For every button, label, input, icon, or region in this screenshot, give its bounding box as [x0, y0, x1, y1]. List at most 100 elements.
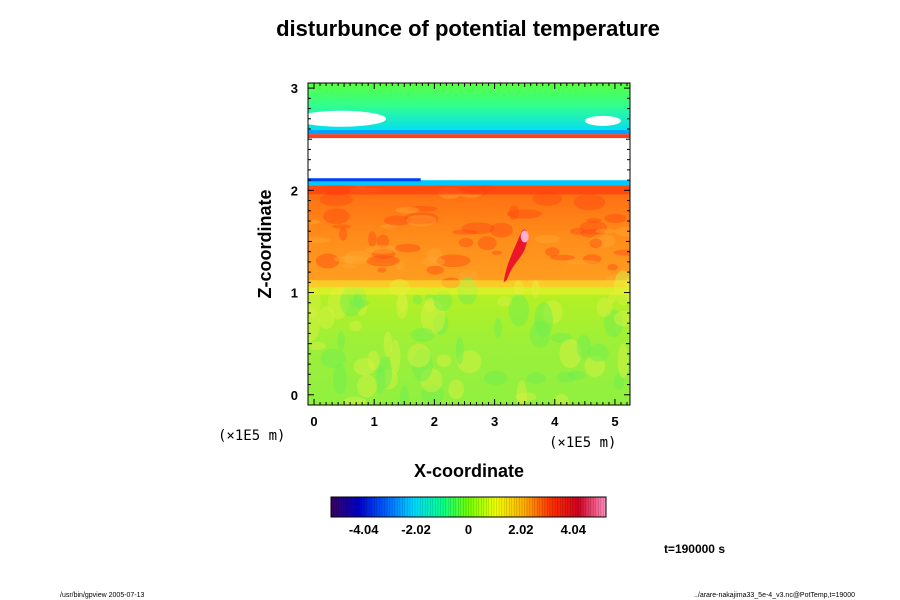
- texture-blob: [570, 227, 586, 235]
- x-tick-label: 1: [371, 414, 378, 429]
- texture-blob: [461, 222, 495, 235]
- middle-layer-region: [308, 185, 630, 288]
- texture-blob: [371, 248, 396, 259]
- upper-layer-region: [308, 83, 630, 135]
- texture-blob: [338, 227, 348, 241]
- texture-blob: [426, 247, 443, 264]
- texture-blob: [494, 317, 502, 339]
- texture-blob: [368, 231, 377, 247]
- x-tick-label: 0: [310, 414, 317, 429]
- texture-blob: [332, 224, 352, 229]
- texture-blob: [308, 219, 321, 225]
- texture-blob: [340, 264, 356, 269]
- texture-blob: [613, 310, 630, 327]
- lower-edge-strip: [308, 180, 630, 186]
- texture-blob: [580, 228, 606, 238]
- texture-blob: [383, 331, 393, 358]
- plot-frame: [307, 82, 631, 406]
- texture-blob: [489, 222, 513, 238]
- texture-blob: [497, 296, 513, 307]
- x-axis-title: X-coordinate: [414, 461, 524, 481]
- texture-blob: [332, 363, 347, 395]
- time-label: t=190000 s: [664, 542, 725, 556]
- texture-blob: [515, 392, 537, 402]
- y-unit-label: (×1E5 m): [218, 428, 285, 444]
- thermal-plume: [503, 229, 528, 283]
- plume-core: [520, 230, 529, 243]
- y-tick-label: 1: [291, 286, 298, 301]
- texture-blob: [550, 254, 575, 261]
- x-tick-label: 4: [551, 414, 559, 429]
- undefined-lens: [584, 115, 621, 126]
- texture-blob: [576, 334, 591, 359]
- texture-blob: [448, 379, 465, 400]
- colorbar-tick-label: -2.02: [401, 522, 431, 537]
- texture-blob: [315, 253, 340, 269]
- texture-blob: [308, 306, 320, 343]
- texture-blob: [582, 254, 602, 264]
- texture-blob: [349, 320, 362, 332]
- texture-blob: [491, 250, 503, 255]
- undefined-region: [308, 134, 630, 186]
- x-tick-label: 5: [611, 414, 618, 429]
- texture-blob: [394, 260, 405, 271]
- texture-blob: [405, 214, 437, 227]
- texture-blob: [614, 227, 630, 237]
- footer-left-text: /usr/bin/gpview 2005-07-13: [60, 592, 145, 599]
- texture-blob: [394, 243, 421, 253]
- x-unit-label: (×1E5 m): [549, 435, 616, 451]
- texture-blob: [607, 264, 618, 271]
- texture-blob: [411, 327, 435, 342]
- texture-blob: [344, 250, 371, 265]
- texture-blob: [356, 374, 378, 398]
- texture-blob: [483, 370, 508, 386]
- texture-blob: [532, 191, 562, 206]
- texture-blob: [423, 257, 446, 267]
- texture-blob: [617, 343, 629, 378]
- texture-blob: [389, 339, 401, 375]
- texture-blob: [595, 228, 616, 234]
- texture-blob: [412, 294, 423, 305]
- chart-title: disturbunce of potential temperature: [276, 16, 660, 41]
- boundary-band-middle: [308, 185, 630, 195]
- texture-blob: [407, 343, 431, 368]
- y-tick-label: 0: [291, 388, 298, 403]
- texture-blob: [366, 255, 400, 267]
- texture-blob: [424, 297, 436, 313]
- texture-blob: [380, 224, 398, 229]
- texture-blob: [564, 259, 598, 265]
- texture-blob: [349, 299, 370, 308]
- texture-blob: [337, 331, 345, 351]
- texture-blob: [579, 220, 608, 235]
- texture-blob: [559, 338, 582, 368]
- texture-blob: [308, 341, 326, 351]
- texture-blob: [367, 350, 380, 371]
- texture-blob: [458, 237, 474, 248]
- texture-blob: [573, 194, 606, 211]
- texture-blob: [613, 249, 630, 256]
- texture-blob: [556, 371, 577, 383]
- texture-blob: [586, 218, 602, 223]
- texture-blob: [364, 245, 400, 254]
- colorbar-tick-label: 2.02: [508, 522, 533, 537]
- y-tick-label: 3: [291, 81, 298, 96]
- texture-blob: [589, 233, 616, 248]
- texture-blob: [436, 354, 452, 368]
- colorbar-tick-label: -4.04: [349, 522, 379, 537]
- texture-blob: [395, 206, 420, 214]
- texture-blob: [319, 193, 353, 207]
- colorbar: [330, 496, 607, 518]
- texture-blob: [506, 209, 543, 219]
- texture-blob: [377, 267, 387, 273]
- texture-blob: [587, 343, 609, 362]
- x-tick-label: 2: [431, 414, 438, 429]
- texture-blob: [404, 212, 439, 224]
- texture-blob: [404, 217, 439, 225]
- colorbar-tick-label: 4.04: [561, 522, 587, 537]
- texture-blob: [320, 348, 346, 368]
- texture-blob: [508, 205, 519, 220]
- texture-blob: [589, 238, 603, 249]
- upper-edge-strip: [308, 130, 630, 135]
- texture-blob: [433, 290, 453, 311]
- texture-blob: [455, 336, 464, 365]
